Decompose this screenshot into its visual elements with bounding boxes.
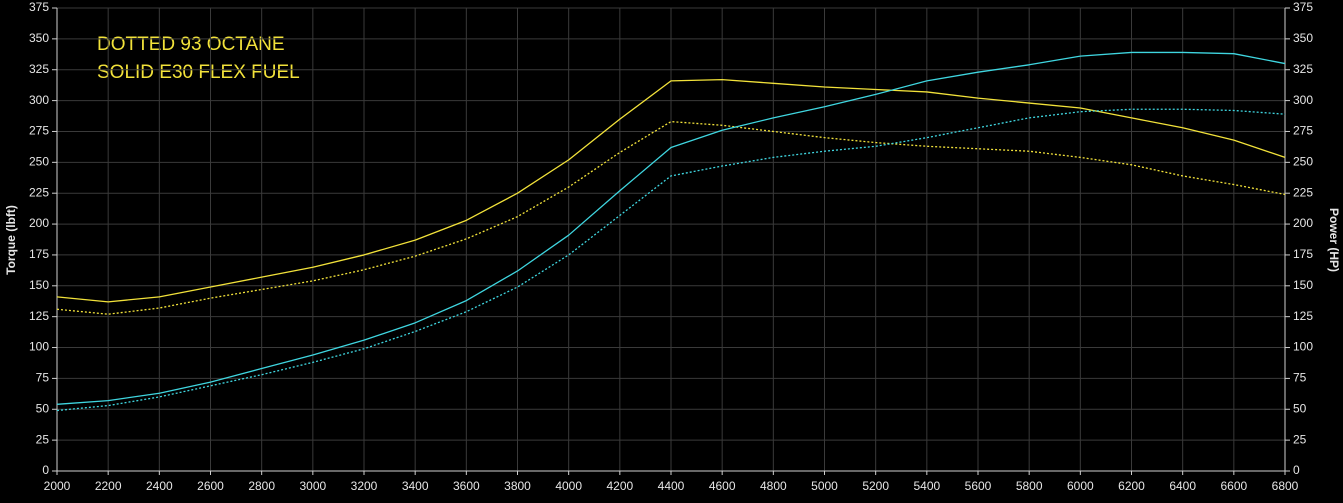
series-line — [56, 78, 1286, 303]
y2-axis-label: Power (HP) — [1327, 208, 1341, 272]
y-tick-label: 225 — [29, 185, 49, 199]
x-tick-label: 5000 — [811, 479, 838, 493]
x-tick-label: 6200 — [1118, 479, 1145, 493]
x-tick-label: 5200 — [862, 479, 889, 493]
y-tick-label: 100 — [29, 340, 49, 354]
x-tick-label: 3800 — [504, 479, 531, 493]
x-tick-label: 2000 — [44, 479, 71, 493]
x-tick-label: 6600 — [1220, 479, 1247, 493]
y-axis-label: Torque (lbft) — [4, 205, 18, 275]
y2-tick-label: 325 — [1293, 62, 1313, 76]
y2-tick-label: 175 — [1293, 247, 1313, 261]
y-tick-label: 75 — [36, 371, 50, 385]
x-tick-label: 2400 — [146, 479, 173, 493]
y2-tick-label: 50 — [1293, 401, 1307, 415]
x-tick-label: 6400 — [1169, 479, 1196, 493]
y-tick-label: 325 — [29, 62, 49, 76]
y-tick-label: 300 — [29, 93, 49, 107]
x-tick-label: 6800 — [1272, 479, 1299, 493]
x-tick-label: 5600 — [965, 479, 992, 493]
series-line — [56, 51, 1286, 405]
x-tick-label: 4400 — [658, 479, 685, 493]
y2-tick-label: 225 — [1293, 185, 1313, 199]
y2-tick-label: 25 — [1293, 432, 1307, 446]
y2-tick-label: 350 — [1293, 31, 1313, 45]
y2-tick-label: 275 — [1293, 124, 1313, 138]
y2-tick-label: 250 — [1293, 155, 1313, 169]
x-tick-label: 2600 — [197, 479, 224, 493]
y2-tick-label: 100 — [1293, 340, 1313, 354]
y2-tick-label: 75 — [1293, 371, 1307, 385]
x-tick-label: 4600 — [709, 479, 736, 493]
y-tick-label: 150 — [29, 278, 49, 292]
y-tick-label: 200 — [29, 216, 49, 230]
x-tick-label: 3200 — [351, 479, 378, 493]
x-tick-label: 5400 — [913, 479, 940, 493]
x-tick-label: 3000 — [299, 479, 326, 493]
x-tick-label: 6000 — [1067, 479, 1094, 493]
y-tick-label: 50 — [36, 401, 50, 415]
y2-tick-label: 200 — [1293, 216, 1313, 230]
series-line — [56, 108, 1286, 412]
y-tick-label: 0 — [42, 463, 49, 477]
y-tick-label: 25 — [36, 432, 50, 446]
y-tick-label: 275 — [29, 124, 49, 138]
y-tick-label: 350 — [29, 31, 49, 45]
y2-tick-label: 375 — [1293, 0, 1313, 14]
x-tick-label: 2200 — [95, 479, 122, 493]
y-tick-label: 175 — [29, 247, 49, 261]
x-tick-label: 3400 — [402, 479, 429, 493]
x-tick-label: 5800 — [1016, 479, 1043, 493]
annotation: DOTTED 93 OCTANE — [97, 34, 285, 55]
series-line — [56, 120, 1286, 315]
x-tick-label: 4800 — [760, 479, 787, 493]
y2-tick-label: 125 — [1293, 309, 1313, 323]
y2-tick-label: 0 — [1293, 463, 1300, 477]
y2-tick-label: 150 — [1293, 278, 1313, 292]
x-tick-label: 4000 — [555, 479, 582, 493]
x-tick-label: 2800 — [248, 479, 275, 493]
y-tick-label: 250 — [29, 155, 49, 169]
x-tick-label: 4200 — [606, 479, 633, 493]
y2-tick-label: 300 — [1293, 93, 1313, 107]
annotation: SOLID E30 FLEX FUEL — [97, 62, 300, 83]
x-tick-label: 3600 — [453, 479, 480, 493]
y-tick-label: 375 — [29, 0, 49, 14]
y-tick-label: 125 — [29, 309, 49, 323]
